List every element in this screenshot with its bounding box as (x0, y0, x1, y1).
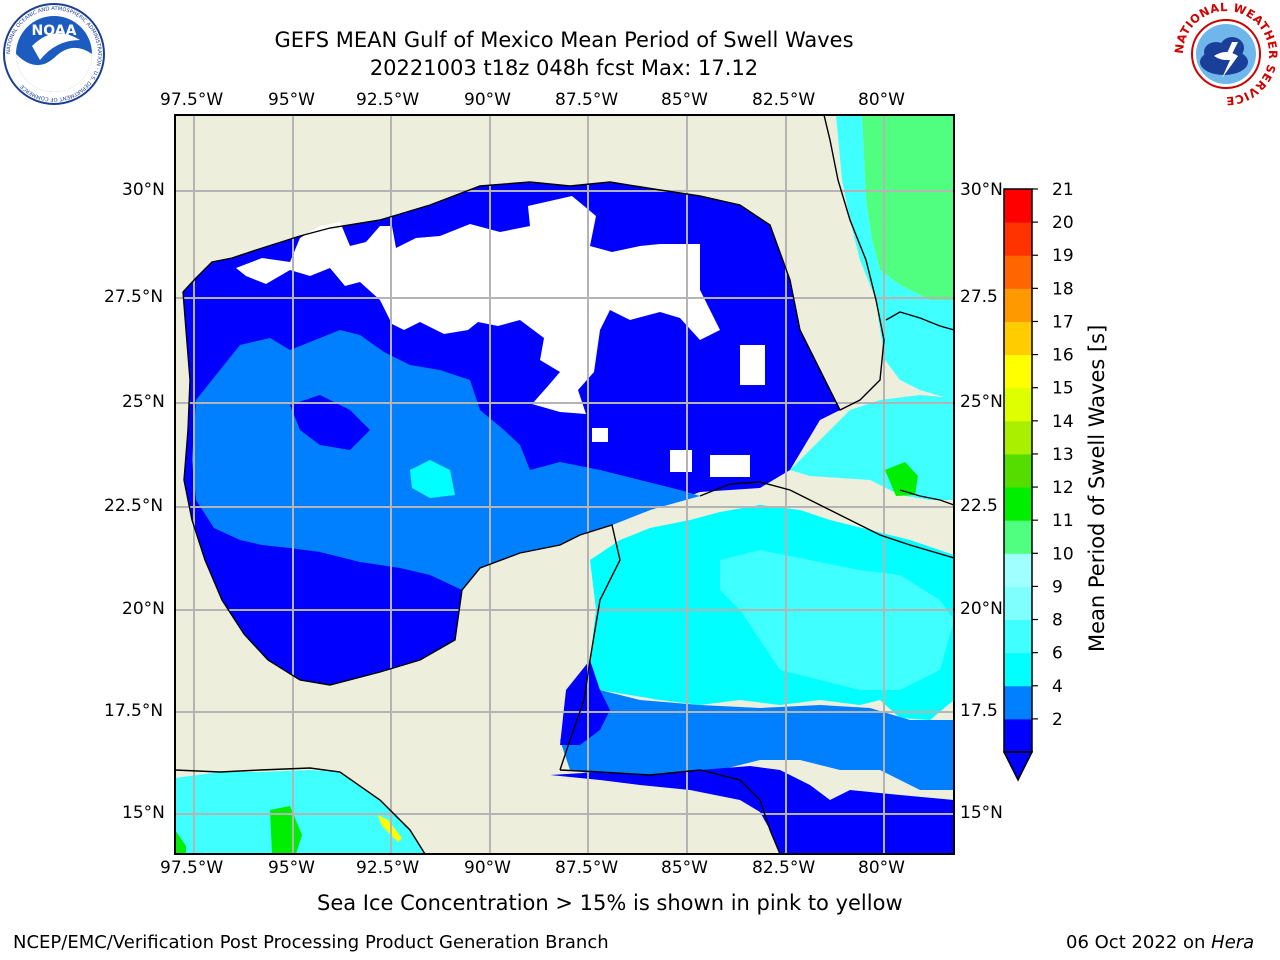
no-data-area (710, 455, 750, 477)
lat-label-left: 25°N (122, 392, 165, 412)
lon-label-bottom: 85°W (661, 858, 708, 878)
lat-label-right: 17.5 (960, 701, 998, 721)
colorbar-tick-label: 9 (1052, 577, 1063, 597)
no-data-area (670, 450, 692, 472)
caribbean-swell-6-8s (720, 550, 954, 690)
coastlines (175, 115, 954, 854)
lat-label-left: 30°N (122, 180, 165, 200)
lon-label-bottom: 92.5°W (356, 858, 420, 878)
lat-label-left: 27.5°N (104, 287, 164, 307)
colorbar-segment (1004, 222, 1032, 256)
lat-label-left: 22.5°N (104, 496, 164, 516)
caribbean-swell-2-4s (560, 690, 954, 790)
lon-label-top: 92.5°W (356, 90, 420, 110)
colorbar-tick-label: 2 (1052, 710, 1063, 730)
lon-label-top: 87.5°W (555, 90, 619, 110)
colorbar-segment (1004, 718, 1032, 753)
colorbar-tick-label: 18 (1052, 279, 1074, 299)
swell-under-2s-pocket (290, 395, 370, 450)
colorbar-tick-label: 13 (1052, 445, 1074, 465)
colorbar-segment (1004, 189, 1032, 223)
lon-label-bottom: 97.5°W (160, 858, 224, 878)
lon-label-top: 95°W (268, 90, 315, 110)
colorbar-tick-label: 10 (1052, 544, 1074, 564)
colorbar-tick-label: 12 (1052, 478, 1074, 498)
colorbar-segment (1004, 685, 1032, 720)
colorbar-tick-label: 21 (1052, 180, 1074, 200)
caribbean-swell-under-2s (550, 766, 954, 854)
colorbar-segment (1004, 453, 1032, 488)
colorbar-tick-label: 4 (1052, 677, 1063, 697)
footer-date-text: 06 Oct 2022 on (1066, 932, 1212, 953)
colorbar-segment (1004, 420, 1032, 455)
swell-2-4s-area (192, 330, 700, 590)
no-data-area (570, 312, 586, 328)
yucatan-channel-under-2s (560, 660, 610, 745)
colorbar-segment (1004, 520, 1032, 554)
colorbar-label: Mean Period of Swell Waves [s] (1085, 324, 1109, 652)
colorbar-tick-label: 16 (1052, 346, 1074, 366)
lon-label-top: 82.5°W (752, 90, 816, 110)
colorbar-segment (1004, 487, 1032, 521)
colorbar-segment (1004, 619, 1032, 654)
footer-date: 06 Oct 2022 on Hera (1066, 932, 1254, 953)
pacific-swell-10-11s (175, 830, 186, 854)
graticule (175, 115, 954, 854)
noaa-logo-icon: NOAA NATIONAL OCEANIC AND ATMOSPHERIC AD… (3, 3, 105, 105)
colorbar-tick-label: 17 (1052, 312, 1074, 332)
colorbar-tick-label: 14 (1052, 412, 1074, 432)
lon-label-bottom: 87.5°W (555, 858, 619, 878)
colorbar-segment (1004, 255, 1032, 289)
no-data-area (236, 196, 720, 414)
colorbar-frame (1003, 188, 1033, 753)
lon-label-bottom: 82.5°W (752, 858, 816, 878)
florida-straits-swell-10s (885, 462, 918, 496)
nws-logo-icon: NATIONAL WEATHER SERVICE (1174, 2, 1278, 106)
colorbar-tick-label: 15 (1052, 379, 1074, 399)
colorbar-segment (1004, 288, 1032, 322)
lat-label-right: 22.5 (960, 496, 998, 516)
pacific-swell-6-8s (175, 770, 425, 854)
lat-label-left: 20°N (122, 599, 165, 619)
svg-text:NOAA: NOAA (32, 23, 77, 39)
colorbar-segment (1004, 387, 1032, 422)
map-subtitle: 20221003 t18z 048h fcst Max: 17.12 (369, 56, 759, 80)
lat-label-right: 30°N (960, 180, 1003, 200)
colorbar-segment (1004, 586, 1032, 621)
lon-label-bottom: 90°W (464, 858, 511, 878)
lon-label-top: 90°W (464, 90, 511, 110)
colorbar-segment (1004, 321, 1032, 356)
lon-label-top: 80°W (858, 90, 905, 110)
colorbar-segment (1004, 354, 1032, 389)
lon-label-bottom: 80°W (858, 858, 905, 878)
footer-credit: NCEP/EMC/Verification Post Processing Pr… (13, 932, 609, 953)
colorbar-tick-label: 11 (1052, 511, 1074, 531)
colorbar-segment (1004, 652, 1032, 687)
map-frame (174, 114, 955, 855)
colorbar-tick-label: 6 (1052, 644, 1063, 664)
map-title: GEFS MEAN Gulf of Mexico Mean Period of … (274, 28, 854, 52)
lon-label-bottom: 95°W (268, 858, 315, 878)
atlantic-swell-6-8s (836, 115, 954, 400)
lon-label-top: 97.5°W (160, 90, 224, 110)
sea-ice-note: Sea Ice Concentration > 15% is shown in … (317, 891, 903, 915)
lat-label-right: 15°N (960, 803, 1003, 823)
lat-label-left: 17.5°N (104, 701, 164, 721)
lat-label-left: 15°N (122, 803, 165, 823)
lat-label-right: 20°N (960, 599, 1003, 619)
swell-4-6s-pocket (410, 460, 455, 498)
footer-host: Hera (1211, 932, 1255, 953)
lon-label-top: 85°W (661, 90, 708, 110)
no-data-area (592, 428, 608, 442)
lat-label-right: 25°N (960, 392, 1003, 412)
colorbar-tick-label: 8 (1052, 611, 1063, 631)
colorbar: 21 20 19 18 17 16 15 14 13 12 11 10 9 8 6 4 2 (1002, 180, 1074, 782)
colorbar-tick-label: 20 (1052, 213, 1074, 233)
lat-label-right: 27.5 (960, 287, 998, 307)
colorbar-segment (1004, 553, 1032, 587)
colorbar-tick-label: 19 (1052, 246, 1074, 266)
no-data-area (740, 345, 765, 385)
colorbar-extend-arrow (1002, 751, 1034, 782)
